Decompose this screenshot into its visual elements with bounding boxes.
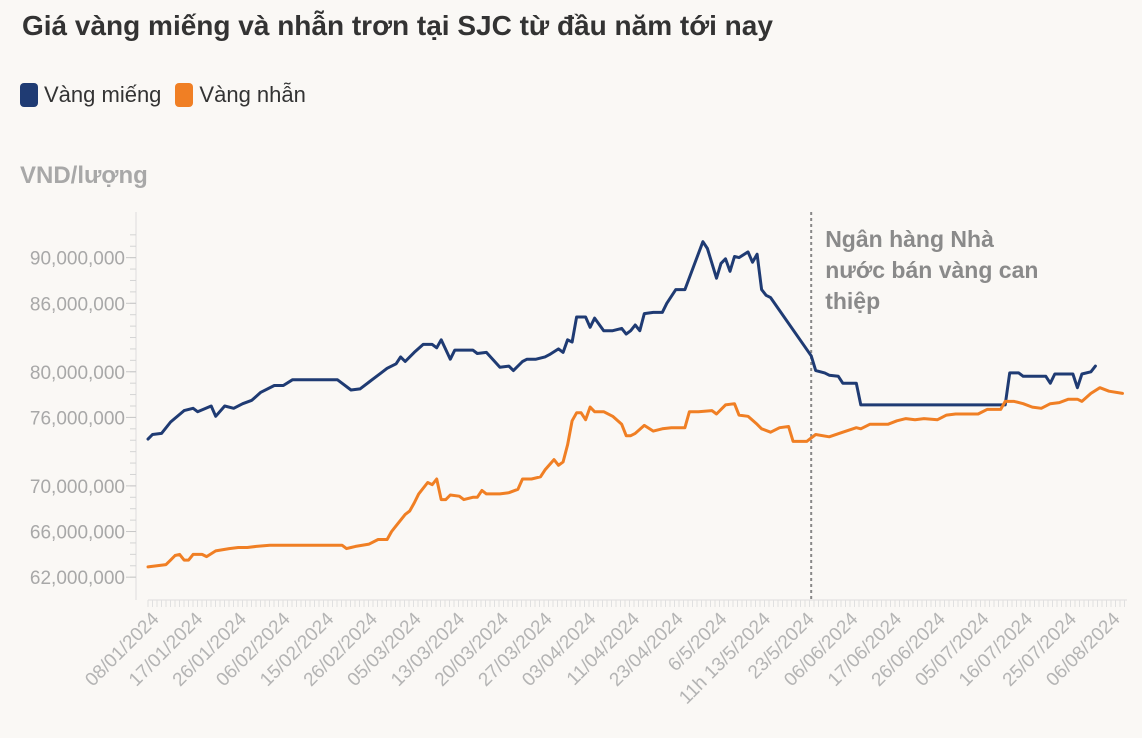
y-tick-label: 86,000,000	[30, 294, 125, 315]
legend-swatch-vang-nhan	[175, 83, 194, 107]
legend-item-vang-nhan: Vàng nhẫn	[175, 82, 306, 108]
series-line-vang-mieng	[146, 240, 1097, 441]
y-tick-label: 66,000,000	[30, 523, 125, 544]
y-tick-label: 70,000,000	[30, 477, 125, 498]
annotation-text: nước bán vàng can	[825, 257, 1038, 283]
chart-title: Giá vàng miếng và nhẫn trơn tại SJC từ đ…	[22, 10, 773, 41]
legend: Vàng miếng Vàng nhẫn	[20, 80, 306, 110]
annotation-text: Ngân hàng Nhà	[825, 226, 994, 252]
y-tick-label: 90,000,000	[30, 249, 125, 270]
legend-label-vang-mieng: Vàng miếng	[44, 82, 162, 107]
y-tick-label: 62,000,000	[30, 568, 125, 589]
series-line-vang-nhan	[146, 386, 1124, 569]
y-tick-label: 80,000,000	[30, 363, 125, 384]
y-tick-label: 76,000,000	[30, 408, 125, 429]
annotation-text: thiệp	[825, 288, 880, 314]
legend-item-vang-mieng: Vàng miếng	[20, 82, 161, 108]
legend-swatch-vang-mieng	[20, 83, 38, 107]
y-unit-label: VND/lượng	[20, 162, 148, 189]
legend-label-vang-nhan: Vàng nhẫn	[199, 82, 306, 107]
